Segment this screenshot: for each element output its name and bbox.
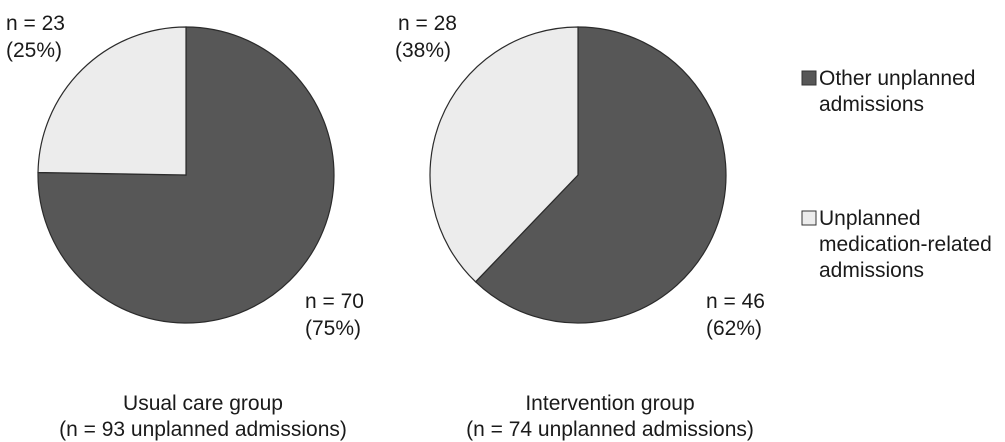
intervention-subtitle: (n = 74 unplanned admissions) [466, 418, 754, 441]
pie-usual-care-slices [38, 27, 334, 323]
usual-care-title: Usual care group [123, 392, 283, 415]
label-intervention-other-pct: (62%) [706, 317, 762, 340]
intervention-title: Intervention group [525, 392, 694, 415]
pie-intervention-slices [430, 27, 726, 323]
label-intervention-other-count: n = 46 [706, 290, 765, 313]
label-usual-care-medication-pct: (25%) [6, 39, 62, 62]
usual-care-subtitle: (n = 93 unplanned admissions) [59, 418, 347, 441]
legend-label-medication-line2: medication-related [819, 233, 992, 256]
pie-intervention: n = 28 (38%) n = 46 (62%) Intervention g… [395, 12, 765, 441]
legend-entry-other: Other unplanned admissions [802, 67, 975, 116]
label-usual-care-medication-count: n = 23 [6, 12, 65, 35]
label-intervention-medication-pct: (38%) [395, 39, 451, 62]
pie-usual-care: n = 23 (25%) n = 70 (75%) Usual care gro… [6, 12, 364, 441]
label-intervention-medication-count: n = 28 [398, 12, 457, 35]
legend-label-medication-line3: admissions [819, 259, 924, 282]
legend-label-medication-line1: Unplanned [819, 207, 921, 230]
legend-entry-medication: Unplanned medication-related admissions [802, 207, 992, 282]
legend: Other unplanned admissions Unplanned med… [802, 67, 992, 282]
label-usual-care-other-pct: (75%) [305, 317, 361, 340]
legend-label-other-line2: admissions [819, 93, 924, 116]
legend-swatch-medication [802, 211, 816, 225]
legend-label-other-line1: Other unplanned [819, 67, 975, 90]
label-usual-care-other-count: n = 70 [305, 290, 364, 313]
legend-swatch-other [802, 71, 816, 85]
